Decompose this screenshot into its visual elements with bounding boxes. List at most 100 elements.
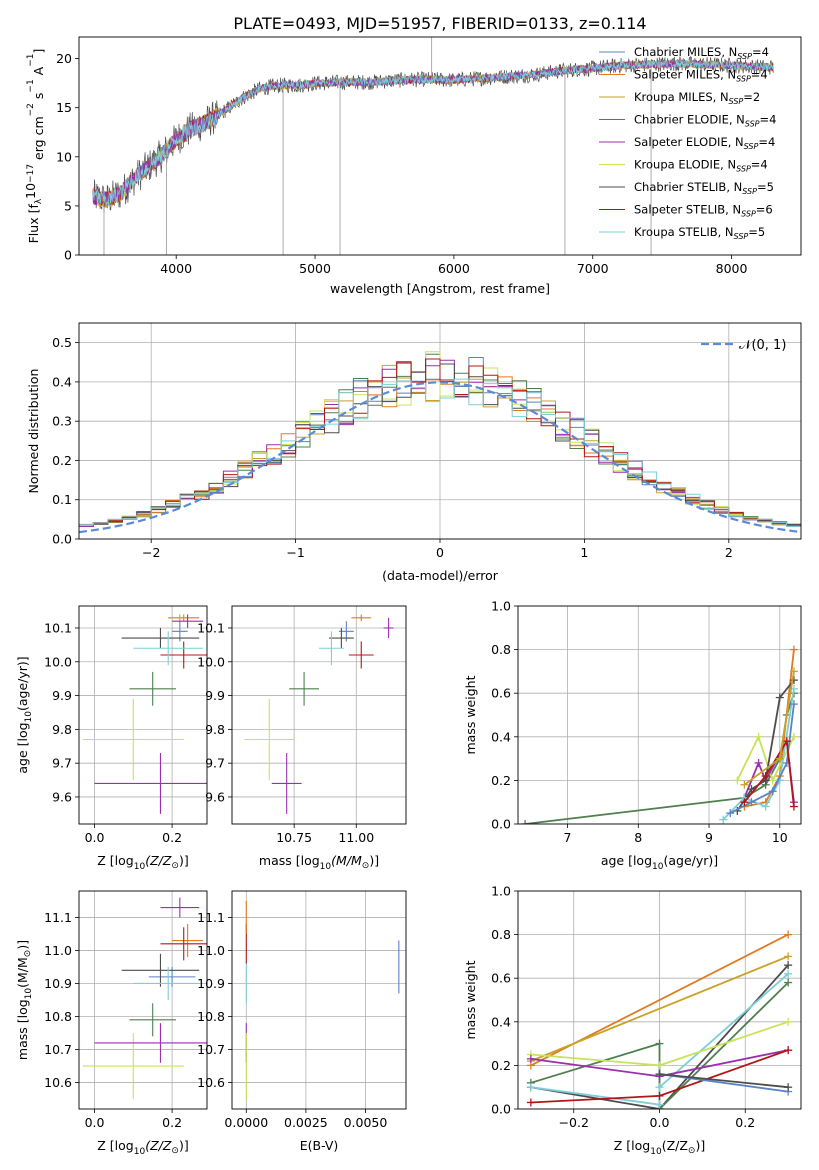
spectrum-xtick-label: 8000 <box>716 261 748 276</box>
weight-vs-z-series-kroupa_miles <box>530 955 789 1062</box>
spectrum-ylabel-part: λ <box>34 198 44 204</box>
mass-vs-ebv-xtick-label: 0.0000 <box>224 1115 268 1130</box>
age-vs-mass-axes: 10.75 11.00 9.6 9.7 9.8 9.9 10.0 10.1 mass [log1… <box>197 605 407 872</box>
legend-entry-sub: SSP <box>736 165 751 174</box>
spectrum-series-kroupa_stelib <box>92 58 774 206</box>
age-vs-mass-xlabel: mass [log10(M/M⊙)] <box>259 853 379 872</box>
mass-vs-z-ylabel-part: )] <box>15 940 30 950</box>
weight-vs-z-ytick-label: 0.2 <box>491 1058 511 1073</box>
residuals-legend-label: 𝒩(0, 1) <box>739 338 786 353</box>
legend-entry-sub: SSP <box>736 75 751 84</box>
spectrum-ylabel-part: −1 <box>26 54 36 67</box>
age-vs-z-ytick-label: 10.0 <box>44 654 72 669</box>
age-vs-z-xlabel-part: ⊙ <box>171 861 179 871</box>
residuals-ytick-label: 0.0 <box>52 532 72 547</box>
mass-vs-z-ylabel: mass [log10(M/M⊙)] <box>15 940 34 1060</box>
weight-vs-age-xtick-label: 9 <box>705 830 713 845</box>
mass-vs-z-ylabel-part: (M/M <box>15 957 30 988</box>
weight-vs-age-series-kroupa_stelib <box>722 688 795 821</box>
weight-vs-z-ytick-label: 0.6 <box>491 971 511 986</box>
mass-vs-ebv-xtick-label: 0.0050 <box>344 1115 388 1130</box>
legend-entry-sub: SSP <box>741 210 756 219</box>
legend-entry-suffix: =6 <box>756 203 773 217</box>
residuals-plot-area <box>79 323 801 539</box>
weight-vs-age-series-chabrier_miles <box>729 703 795 814</box>
legend-entry: Chabrier MILES, NSSP=4 <box>634 45 769 61</box>
age-vs-z-ytick-label: 9.7 <box>52 756 72 771</box>
age-vs-z-xtick-label: 0.2 <box>162 830 182 845</box>
mass-vs-z-frame <box>78 890 208 1110</box>
residuals-xlabel: (data-model)/error <box>382 568 499 583</box>
weight-vs-z-xlabel-part: (Z/Z <box>662 1138 688 1153</box>
age-vs-z-ylabel-part: (age/yr)] <box>15 656 30 711</box>
age-vs-mass-ytick-label: 9.6 <box>205 789 225 804</box>
age-vs-z-frame <box>78 605 208 825</box>
age-vs-mass-ytick-label: 10.0 <box>197 654 225 669</box>
mass-vs-ebv-ytick-label: 10.7 <box>197 1042 225 1057</box>
age-vs-mass-ytick-label: 10.1 <box>197 620 225 635</box>
spectrum-ylabel-part: −1 <box>26 79 36 92</box>
mass-vs-z-ylabel-part: mass [log <box>15 999 30 1060</box>
spectrum-axes: 4000 5000 6000 7000 8000 0 5 10 15 20 wavelength [… <box>23 36 802 296</box>
age-vs-z-plot-area <box>79 606 207 824</box>
mass-vs-z-xlabel-part: (Z/Z <box>145 1138 172 1153</box>
spectrum-xtick-label: 6000 <box>438 261 470 276</box>
weight-vs-age-ytick-label: 0.2 <box>491 773 511 788</box>
spectrum-plot-area <box>92 37 774 255</box>
legend-entry-sub: SSP <box>744 142 759 151</box>
age-vs-z-ytick-label: 9.6 <box>52 789 72 804</box>
mass-vs-z-axes: 0.0 0.210.610.710.810.911.011.1Z [log10(Z… <box>15 890 208 1157</box>
mass-vs-z-ytick-label: 10.6 <box>44 1075 72 1090</box>
weight-vs-age-frame <box>517 605 802 825</box>
spectrum-ytick-label: 20 <box>56 51 72 66</box>
weight-vs-age-xtick-label: 8 <box>634 830 642 845</box>
legend-entry-suffix: =4 <box>751 68 768 82</box>
weight-vs-z-xlabel: Z [log10(Z/Z⊙)] <box>614 1138 705 1157</box>
legend-entry: Kroupa STELIB, NSSP=5 <box>634 225 765 241</box>
weight-vs-z-series-chabrier_stelib <box>659 1073 789 1089</box>
legend-entry: Salpeter MILES, NSSP=4 <box>634 68 768 84</box>
weight-vs-z-ylabel: mass weight <box>463 960 478 1039</box>
age-vs-z-ytick-label: 10.1 <box>44 620 72 635</box>
weight-vs-z-xlabel-part: )] <box>695 1138 705 1153</box>
legend-entry-suffix: =5 <box>748 225 765 239</box>
residuals-ytick-label: 0.4 <box>52 374 72 389</box>
residuals-xtick-label: −1 <box>286 545 304 560</box>
spectrum-ylabel: Flux [fλ10−17 erg cm−2 s−1 A−1] <box>23 49 46 244</box>
mass-vs-z-ylabel-part: 10 <box>24 988 34 1000</box>
age-vs-mass-xlabel-part: ⊙ <box>362 861 370 871</box>
residuals-hist-kroupa_stelib <box>79 378 801 527</box>
figure-title: PLATE=0493, MJD=51957, FIBERID=0133, z=0… <box>233 14 646 33</box>
spectrum-ylabel-part: A <box>31 66 46 79</box>
mass-vs-ebv-ytick-label: 10.9 <box>197 976 225 991</box>
weight-vs-z-frame <box>517 890 802 1110</box>
mass-vs-z-plot-area <box>79 891 207 1109</box>
age-vs-z-ylabel-part: age [log <box>15 722 30 773</box>
mass-vs-ebv-ytick-label: 11.0 <box>197 943 225 958</box>
residuals-ytick-label: 0.1 <box>52 492 72 507</box>
age-vs-mass-xtick-label: 11.00 <box>338 830 374 845</box>
legend-entry-text: Salpeter MILES, N <box>634 68 736 82</box>
mass-vs-ebv-axes: 0.0000 0.0025 0.0050 10.6 10.7 10.8 10.9 11.0 11… <box>197 890 407 1153</box>
mass-vs-z-ytick-label: 10.9 <box>44 976 72 991</box>
weight-vs-age-ytick-label: 1.0 <box>491 599 511 614</box>
legend-entry-text: Chabrier MILES, N <box>634 45 737 59</box>
weight-vs-z-ytick-label: 0.0 <box>491 1102 511 1117</box>
spectrum-xtick-label: 4000 <box>160 261 192 276</box>
age-vs-z-xlabel-part: )] <box>179 853 189 868</box>
spectrum-ytick-label: 10 <box>56 149 72 164</box>
residuals-xtick-label: 0 <box>436 545 444 560</box>
residuals-normal-curve <box>79 381 801 534</box>
age-vs-z-xtick-label: 0.0 <box>85 830 105 845</box>
legend-entry-sub: SSP <box>729 97 744 106</box>
legend-entry-sub: SSP <box>734 232 749 241</box>
mass-vs-z-xtick-label: 0.2 <box>162 1115 182 1130</box>
weight-vs-z-ytick-label: 0.4 <box>491 1014 511 1029</box>
legend-entry-suffix: =4 <box>758 135 775 149</box>
spectrum-ylabel-part: Flux [f <box>26 204 41 244</box>
mass-vs-z-ylabel-part: ⊙ <box>23 950 33 958</box>
legend-entry-text: Kroupa ELODIE, N <box>634 158 736 172</box>
spectrum-ylabel-part: ] <box>31 49 46 54</box>
